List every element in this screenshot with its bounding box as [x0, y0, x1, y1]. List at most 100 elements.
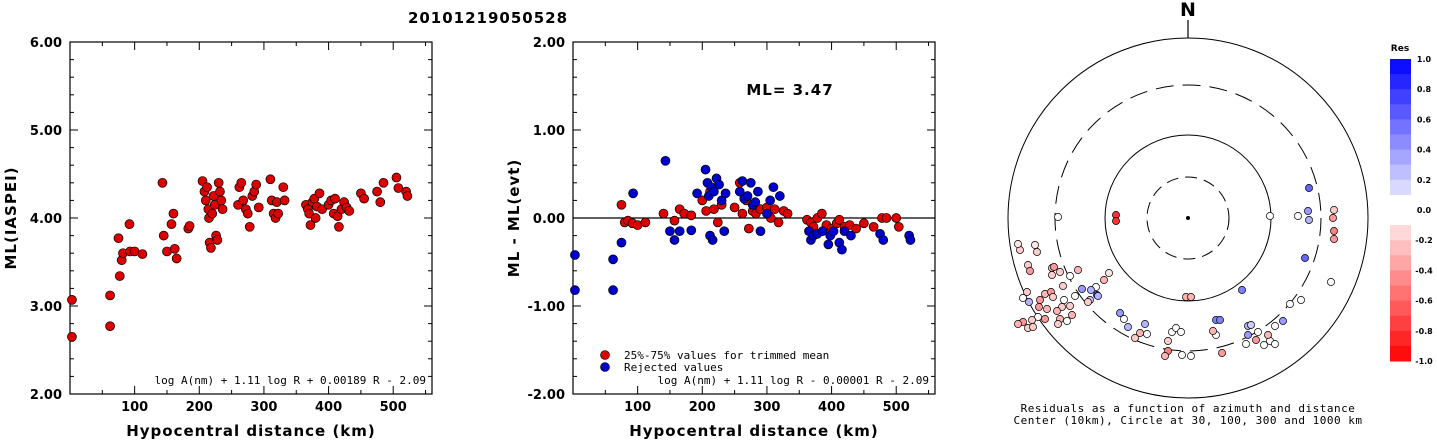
residual-point-trimmed [658, 208, 669, 219]
ml-station-point [402, 191, 413, 201]
ml-station-point [244, 221, 255, 232]
station-residual-marker [1286, 300, 1294, 308]
residual-point-rejected [616, 237, 627, 248]
station-residual-marker [1033, 248, 1041, 256]
ml-station-point [253, 202, 264, 213]
colorbar-tick-label: 0.8 [1417, 85, 1432, 94]
residual-point-rejected [878, 235, 889, 245]
colorbar-cell [1390, 210, 1411, 226]
station-residual-marker [1271, 322, 1279, 330]
colorbar-tick-label: -1.0 [1415, 357, 1433, 366]
ml-station-point [114, 271, 125, 281]
residual-point-trimmed [616, 199, 627, 210]
colorbar-cell [1390, 194, 1411, 211]
residual-point-rejected [775, 191, 785, 201]
station-residual-marker [1084, 298, 1092, 306]
station-residual-marker [1028, 316, 1036, 324]
colorbar-cell [1390, 74, 1411, 90]
colorbar-tick-label: -0.2 [1415, 236, 1433, 245]
residual-point-rejected [755, 226, 766, 237]
ml-station-point [372, 186, 382, 197]
station-residual-marker [1304, 207, 1312, 215]
residual-point-rejected [753, 186, 763, 197]
colorbar-cell [1390, 225, 1411, 241]
residual-point-trimmed [743, 223, 754, 234]
station-residual-marker [1054, 320, 1062, 328]
colorbar-cell [1390, 300, 1411, 317]
colorbar-cell [1390, 134, 1411, 151]
station-residual-marker [1330, 235, 1338, 243]
residual-point-trimmed [773, 217, 784, 228]
station-residual-marker [1056, 268, 1064, 276]
residual-point-trimmed [834, 214, 845, 225]
station-residual-marker [1247, 321, 1255, 329]
legend-label-pass: 25%-75% values for trimmed mean [624, 349, 829, 362]
p2-ytick-label: -2.00 [528, 388, 565, 403]
residual-point-trimmed [709, 204, 719, 215]
residual-point-rejected [700, 164, 711, 175]
station-residual-marker [1327, 278, 1335, 286]
station-residual-marker [1019, 294, 1027, 302]
station-residual-marker [1143, 330, 1151, 338]
ml-station-point [215, 186, 225, 197]
station-residual-marker [1218, 349, 1226, 357]
p2-ytick-label: 0.00 [533, 212, 565, 227]
p1-ytick-label: 4.00 [30, 212, 62, 227]
station-residual-marker [1054, 213, 1062, 221]
ml-station-point [216, 195, 227, 206]
ml-station-point [137, 249, 148, 259]
ml-station-point [113, 233, 124, 244]
station-residual-marker [1161, 352, 1169, 360]
station-residual-marker [1252, 336, 1260, 344]
station-residual-marker [1330, 206, 1338, 214]
station-residual-marker [1025, 298, 1033, 306]
residual-point-trimmed [782, 208, 793, 219]
station-residual-marker [1330, 227, 1338, 235]
station-residual-marker [1294, 212, 1302, 220]
residual-point-trimmed [712, 217, 723, 228]
ml-station-point [166, 219, 177, 230]
epicenter-dot [1186, 216, 1190, 220]
residual-point-rejected [846, 230, 856, 241]
ml-station-point [184, 221, 195, 231]
colorbar-tick-label: -0.4 [1415, 266, 1433, 275]
station-residual-marker [1187, 352, 1195, 360]
station-residual-marker [1071, 292, 1079, 300]
residual-point-rejected [817, 226, 828, 237]
station-residual-marker [1238, 286, 1246, 294]
station-residual-marker [1068, 311, 1076, 319]
p2-ytick-label: -1.00 [528, 300, 565, 315]
ml-station-point [265, 174, 276, 185]
residual-point-rejected [608, 285, 618, 296]
ml-station-point [217, 204, 228, 215]
residual-point-rejected [665, 226, 675, 237]
legend-marker-rejected [600, 362, 610, 372]
legend-label-rejected: Rejected values [624, 361, 723, 374]
panel-azimuth-map: N Residuals as a function of azimuth and… [1007, 0, 1369, 427]
ml-station-point [158, 230, 169, 241]
ml-station-point [67, 331, 77, 342]
ml-station-point [202, 182, 212, 193]
colorbar-tick-label: 0.0 [1417, 206, 1432, 215]
station-residual-marker [1254, 328, 1262, 336]
station-residual-marker [1305, 216, 1313, 224]
p1-xtick-label: 100 [121, 400, 148, 415]
station-residual-marker [1078, 285, 1086, 293]
station-residual-marker [1266, 212, 1274, 220]
p1-xtick-label: 300 [250, 400, 277, 415]
ml-station-point [124, 219, 135, 230]
north-label: N [1180, 0, 1196, 21]
ml-station-point [213, 177, 224, 188]
residual-point-rejected [737, 176, 748, 186]
colorbar-cell [1390, 89, 1411, 105]
p1-ytick-label: 5.00 [30, 124, 62, 139]
p1-xtick-label: 500 [380, 400, 407, 415]
residual-point-rejected [742, 191, 753, 201]
residual-point-rejected [719, 226, 730, 237]
ml-annotation: ML= 3.47 [746, 81, 833, 99]
ml-station-point [105, 321, 115, 332]
ml-station-point [378, 177, 389, 188]
residual-point-rejected [608, 254, 618, 265]
colorbar-cell [1390, 315, 1411, 332]
